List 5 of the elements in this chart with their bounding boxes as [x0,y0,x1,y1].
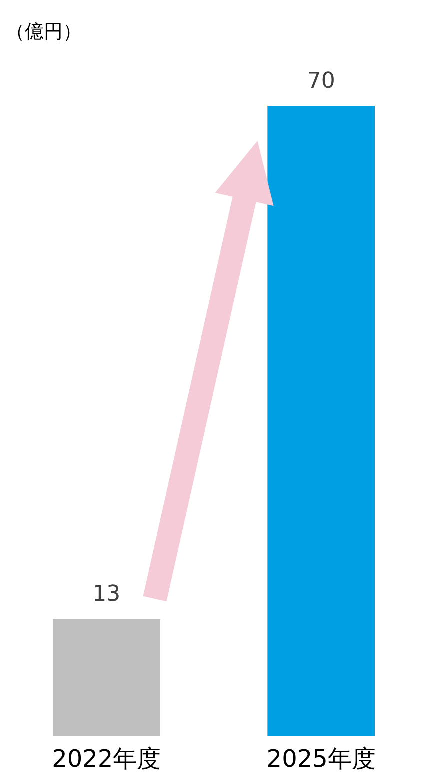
data-label: 13 [92,582,121,607]
x-tick-label: 2025年度 [266,745,376,773]
data-label: 70 [307,69,336,94]
x-tick-label: 2022年度 [52,745,162,773]
y-axis-title: （億円） [6,21,82,43]
